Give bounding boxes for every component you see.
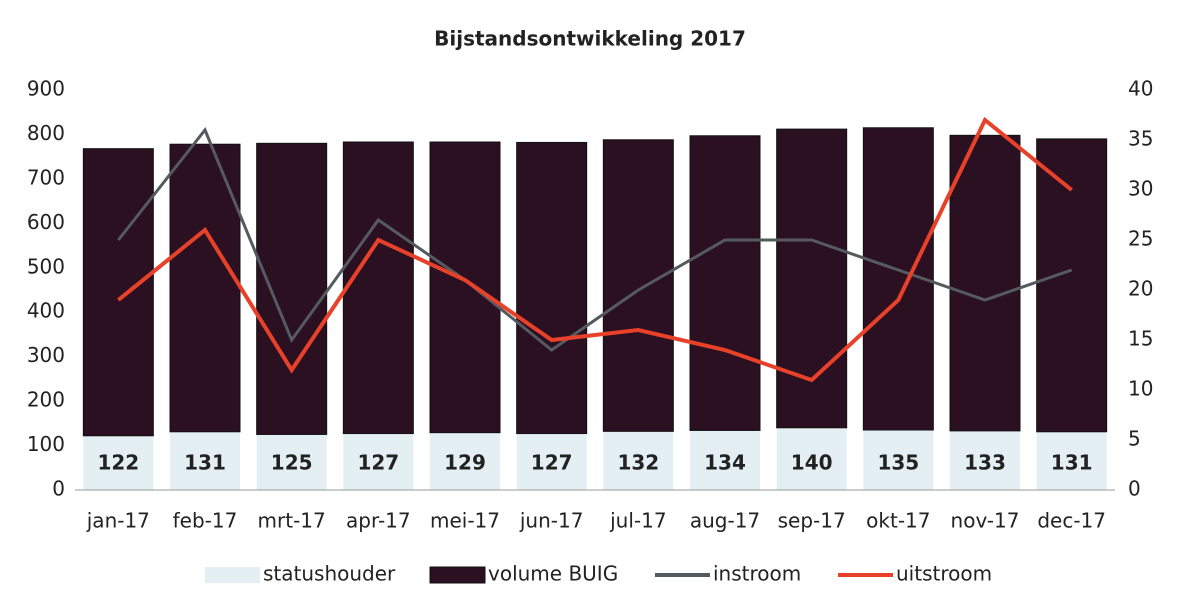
bar-segment (949, 134, 1021, 432)
legend-swatch (429, 566, 486, 584)
x-tick-label: okt-17 (866, 509, 930, 533)
bar-segment (603, 431, 674, 490)
y2-tick-label: 20 (1128, 277, 1153, 301)
data-label: 127 (357, 451, 399, 475)
x-tick-label: sep-17 (778, 509, 846, 533)
data-label: 140 (791, 451, 833, 475)
bar-segment (343, 433, 414, 490)
x-tick-label: jun-17 (519, 509, 584, 533)
bar-segment (602, 139, 674, 432)
legend-label: instroom (713, 562, 801, 586)
line-series (117, 127, 1073, 352)
bar-segment (170, 431, 240, 490)
y-tick-label: 0 (52, 477, 65, 501)
y2-tick-label: 15 (1128, 327, 1153, 351)
data-label: 131 (184, 451, 226, 475)
y2-tick-label: 5 (1128, 427, 1141, 451)
chart-title: Bijstandsontwikkeling 2017 (434, 27, 746, 51)
legend-label: uitstroom (896, 562, 992, 586)
y-tick-label: 400 (27, 299, 65, 323)
y2-tick-label: 30 (1128, 177, 1153, 201)
y-tick-label: 300 (27, 343, 65, 367)
bar-segment (863, 430, 934, 490)
data-label: 127 (531, 451, 573, 475)
data-label: 135 (877, 451, 919, 475)
bar-segment (430, 432, 500, 490)
bar-segment (1036, 431, 1107, 490)
x-tick-label: dec-17 (1037, 509, 1106, 533)
y-tick-label: 900 (27, 77, 65, 101)
x-tick-label: jan-17 (86, 509, 150, 533)
y2-tick-label: 10 (1128, 377, 1153, 401)
bar-segment (82, 148, 154, 437)
bar-segment (429, 141, 501, 434)
legend-swatch (205, 567, 260, 583)
data-label: 132 (617, 451, 659, 475)
data-label: 122 (97, 451, 139, 475)
x-tick-label: mei-17 (430, 509, 500, 533)
x-tick-label: feb-17 (173, 509, 238, 533)
bar-segment (776, 128, 848, 429)
bar-segment (776, 427, 847, 490)
bar-segment (516, 141, 588, 435)
bar-segment (83, 435, 154, 490)
y-tick-label: 100 (27, 432, 65, 456)
y-tick-label: 700 (27, 165, 65, 189)
x-tick-label: mrt-17 (258, 509, 326, 533)
data-label: 129 (444, 451, 486, 475)
data-label: 133 (964, 451, 1006, 475)
bar-segment (1036, 138, 1108, 433)
y-tick-label: 200 (27, 388, 65, 412)
y-tick-label: 500 (27, 254, 65, 278)
data-label: 134 (704, 451, 746, 475)
data-label: 125 (271, 451, 313, 475)
bar-segment (516, 433, 587, 490)
bar-segment (256, 142, 328, 435)
y-tick-label: 600 (27, 210, 65, 234)
y-tick-label: 800 (27, 121, 65, 145)
y2-tick-label: 25 (1128, 227, 1153, 251)
line-series (117, 116, 1073, 383)
bar-segment (950, 430, 1020, 490)
bar-segment (256, 434, 327, 490)
y2-tick-label: 0 (1128, 477, 1141, 501)
legend-label: volume BUIG (488, 562, 618, 586)
bar-segment (169, 143, 241, 433)
x-tick-label: apr-17 (346, 509, 411, 533)
bar-segment (689, 135, 761, 431)
x-tick-label: jul-17 (609, 509, 666, 533)
bar-segment (342, 141, 414, 435)
bar-segment (690, 430, 760, 490)
y2-tick-label: 40 (1128, 77, 1153, 101)
x-tick-label: nov-17 (951, 509, 1020, 533)
legend-label: statushouder (263, 562, 396, 586)
data-label: 131 (1051, 451, 1093, 475)
x-tick-label: aug-17 (690, 509, 760, 533)
y2-tick-label: 35 (1128, 127, 1153, 151)
